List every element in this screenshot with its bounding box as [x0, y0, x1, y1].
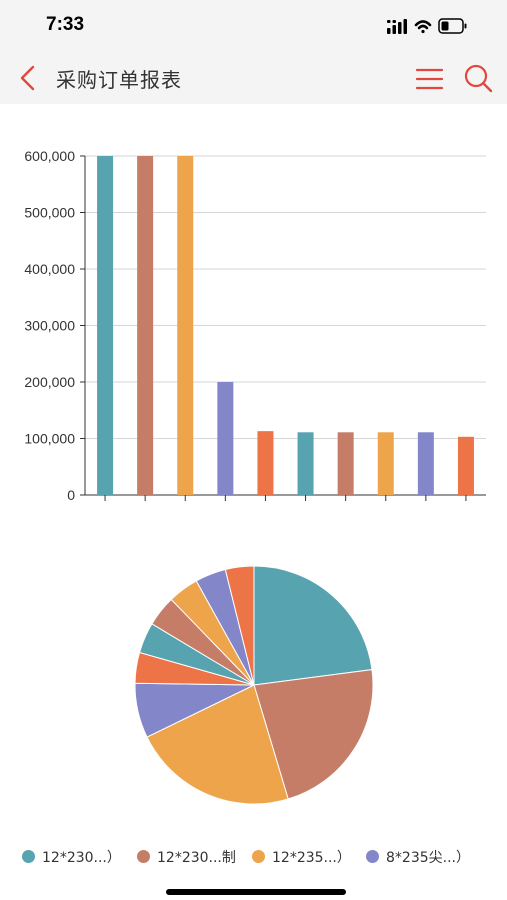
status-bar: 7:33 [0, 0, 507, 52]
y-tick-label: 0 [67, 487, 75, 503]
wifi-icon [414, 20, 432, 34]
signal-icon [387, 19, 407, 34]
y-tick-label: 100,000 [24, 431, 75, 447]
hamburger-menu-icon [415, 68, 444, 90]
back-button[interactable] [12, 62, 46, 94]
bar-chart[interactable]: 0 100,000 200,000 300,000 400,000 500,000 600,… [0, 130, 507, 525]
bar[interactable] [417, 432, 434, 495]
bar[interactable] [297, 432, 314, 495]
y-tick-label: 300,000 [24, 318, 75, 334]
pie-chart[interactable] [0, 540, 507, 830]
home-indicator [166, 889, 346, 895]
search-button[interactable] [460, 60, 496, 96]
page-title: 采购订单报表 [56, 68, 182, 92]
legend-label: 12*230...制 [157, 850, 236, 866]
legend-dot [366, 850, 379, 863]
y-tick-label: 400,000 [24, 261, 75, 277]
legend-label: 12*235...） [272, 850, 351, 866]
y-tick-label: 500,000 [24, 205, 75, 221]
status-icons [387, 17, 477, 37]
status-icons-svg [387, 18, 467, 34]
bar[interactable] [97, 156, 114, 495]
legend-dot [22, 850, 35, 863]
legend-dot [252, 850, 265, 863]
pie-slice[interactable] [253, 669, 374, 800]
bar[interactable] [177, 156, 194, 495]
status-time: 7:33 [46, 14, 85, 35]
legend-dot [137, 850, 150, 863]
pie-slice[interactable] [224, 565, 255, 686]
menu-button[interactable] [412, 64, 446, 94]
search-icon [464, 64, 493, 93]
bar[interactable] [377, 432, 394, 495]
pie-slice[interactable] [146, 684, 289, 805]
legend-label: 8*235尖...） [386, 850, 470, 866]
nav-bar: 采购订单报表 [0, 52, 507, 104]
bar[interactable] [217, 382, 234, 495]
bar[interactable] [457, 436, 474, 495]
battery-icon [438, 18, 467, 34]
chevron-left-icon [20, 65, 35, 91]
y-tick-label: 200,000 [24, 374, 75, 390]
bar[interactable] [337, 432, 354, 495]
legend-label: 12*230...） [42, 850, 121, 866]
pie-legend: 12*230...） 12*230...制 12*235...） 8*235尖.… [0, 838, 507, 874]
bar[interactable] [257, 431, 274, 495]
pie-slice[interactable] [253, 565, 373, 686]
bar[interactable] [137, 156, 154, 495]
y-tick-label: 600,000 [24, 148, 75, 164]
